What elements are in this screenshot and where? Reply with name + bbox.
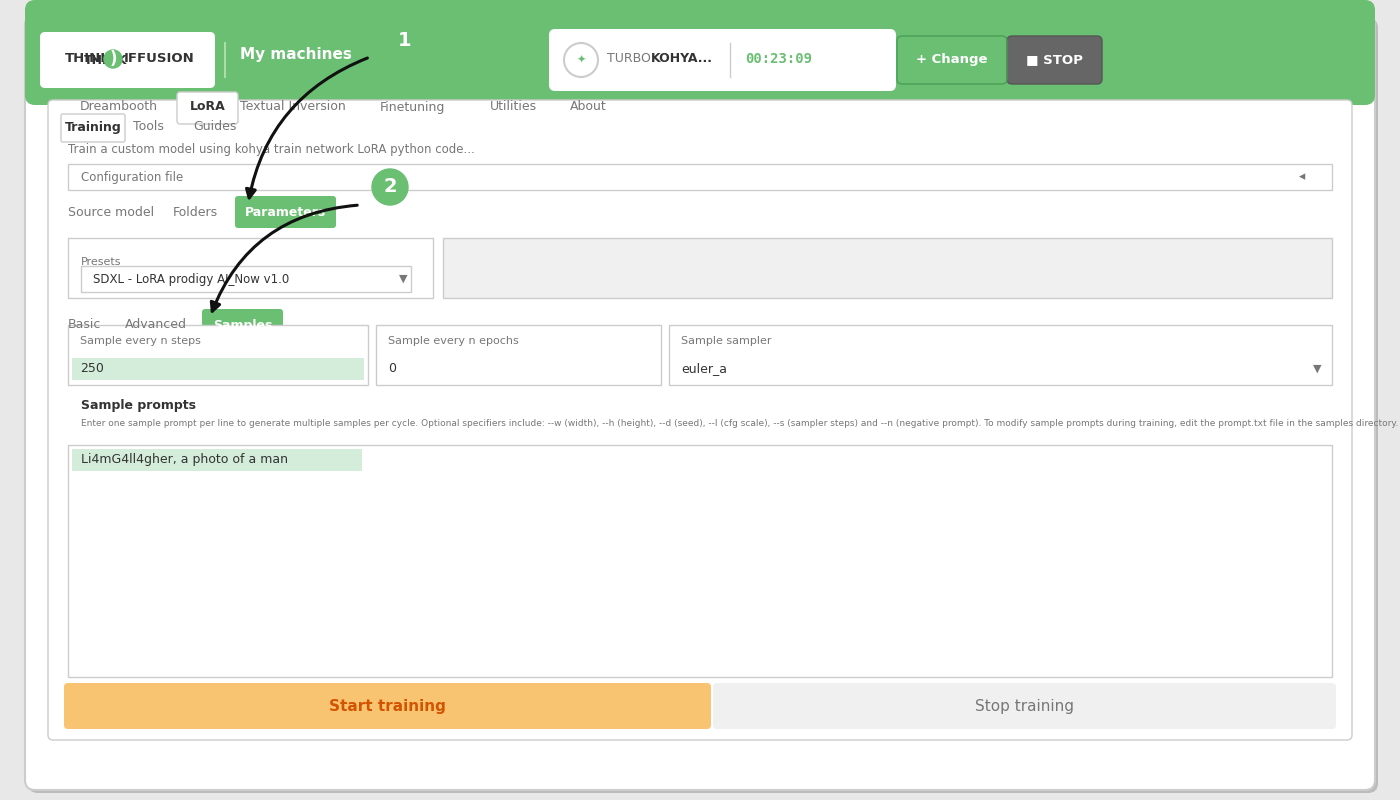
Text: Folders: Folders [174, 206, 218, 218]
FancyBboxPatch shape [41, 32, 216, 88]
Circle shape [564, 43, 598, 77]
Text: Sample prompts: Sample prompts [81, 398, 196, 411]
FancyBboxPatch shape [549, 29, 896, 91]
Text: Start training: Start training [329, 698, 447, 714]
Text: LoRA: LoRA [189, 101, 225, 114]
FancyBboxPatch shape [235, 196, 336, 228]
Text: Sample every n steps: Sample every n steps [80, 336, 200, 346]
Text: Source model: Source model [69, 206, 154, 218]
FancyBboxPatch shape [713, 683, 1336, 729]
Text: 00:23:09: 00:23:09 [745, 52, 812, 66]
Text: ■ STOP: ■ STOP [1026, 54, 1082, 66]
Text: Utilities: Utilities [490, 101, 538, 114]
Text: My machines: My machines [239, 47, 351, 62]
Text: Enter one sample prompt per line to generate multiple samples per cycle. Optiona: Enter one sample prompt per line to gene… [81, 419, 1399, 428]
Text: Sample every n epochs: Sample every n epochs [388, 336, 519, 346]
Bar [69, 164, 1331, 190]
FancyBboxPatch shape [62, 114, 125, 142]
Text: Finetuning: Finetuning [379, 101, 445, 114]
Circle shape [372, 169, 407, 205]
Bar [69, 325, 368, 385]
Text: Li4mG4ll4gher, a photo of a man: Li4mG4ll4gher, a photo of a man [81, 454, 288, 466]
FancyBboxPatch shape [897, 36, 1007, 84]
Text: THINK: THINK [84, 54, 127, 66]
Bar [71, 358, 364, 380]
Text: Guides: Guides [193, 121, 237, 134]
Text: ▼: ▼ [399, 274, 407, 284]
FancyBboxPatch shape [25, 15, 1375, 790]
FancyBboxPatch shape [1007, 36, 1102, 84]
Text: + Change: + Change [916, 54, 988, 66]
Text: Parameters: Parameters [245, 206, 326, 218]
Text: IFFUSION: IFFUSION [125, 53, 195, 66]
Text: THINK: THINK [64, 53, 112, 66]
Text: TURBO:: TURBO: [608, 53, 659, 66]
Text: 1: 1 [398, 30, 412, 50]
Bar [669, 325, 1331, 385]
FancyBboxPatch shape [48, 100, 1352, 740]
Text: Stop training: Stop training [974, 698, 1074, 714]
Circle shape [104, 50, 122, 68]
Text: 0: 0 [388, 362, 396, 375]
Text: euler_a: euler_a [680, 362, 727, 375]
Text: Sample sampler: Sample sampler [680, 336, 771, 346]
Circle shape [386, 22, 423, 58]
Text: ✦: ✦ [577, 55, 585, 65]
Bar [377, 325, 661, 385]
Bar [69, 445, 1331, 677]
FancyBboxPatch shape [25, 0, 1375, 105]
Bar [442, 238, 1331, 298]
FancyBboxPatch shape [28, 18, 1378, 793]
Text: Tools: Tools [133, 121, 164, 134]
Text: Training: Training [64, 121, 122, 134]
Text: ◂: ◂ [1299, 170, 1305, 183]
Text: 2: 2 [384, 178, 396, 197]
Text: 250: 250 [80, 362, 104, 375]
Text: Dreambooth: Dreambooth [80, 101, 158, 114]
Text: ▼: ▼ [1313, 364, 1322, 374]
Bar [81, 266, 412, 292]
Text: KOHYA...: KOHYA... [651, 53, 713, 66]
Bar [35, 60, 1365, 95]
Text: Train a custom model using kohya train network LoRA python code...: Train a custom model using kohya train n… [69, 142, 475, 155]
Text: About: About [570, 101, 606, 114]
Text: Advanced: Advanced [125, 318, 188, 331]
FancyBboxPatch shape [64, 683, 711, 729]
FancyBboxPatch shape [176, 92, 238, 124]
Text: Basic: Basic [69, 318, 101, 331]
Text: Textual Inversion: Textual Inversion [239, 101, 346, 114]
Text: ): ) [109, 50, 116, 68]
Text: Samples: Samples [213, 318, 272, 331]
Text: Presets: Presets [81, 257, 122, 267]
Text: Configuration file: Configuration file [81, 170, 183, 183]
FancyBboxPatch shape [202, 309, 283, 341]
Bar [71, 449, 363, 471]
Bar [69, 238, 433, 298]
Text: SDXL - LoRA prodigy AI_Now v1.0: SDXL - LoRA prodigy AI_Now v1.0 [92, 273, 290, 286]
